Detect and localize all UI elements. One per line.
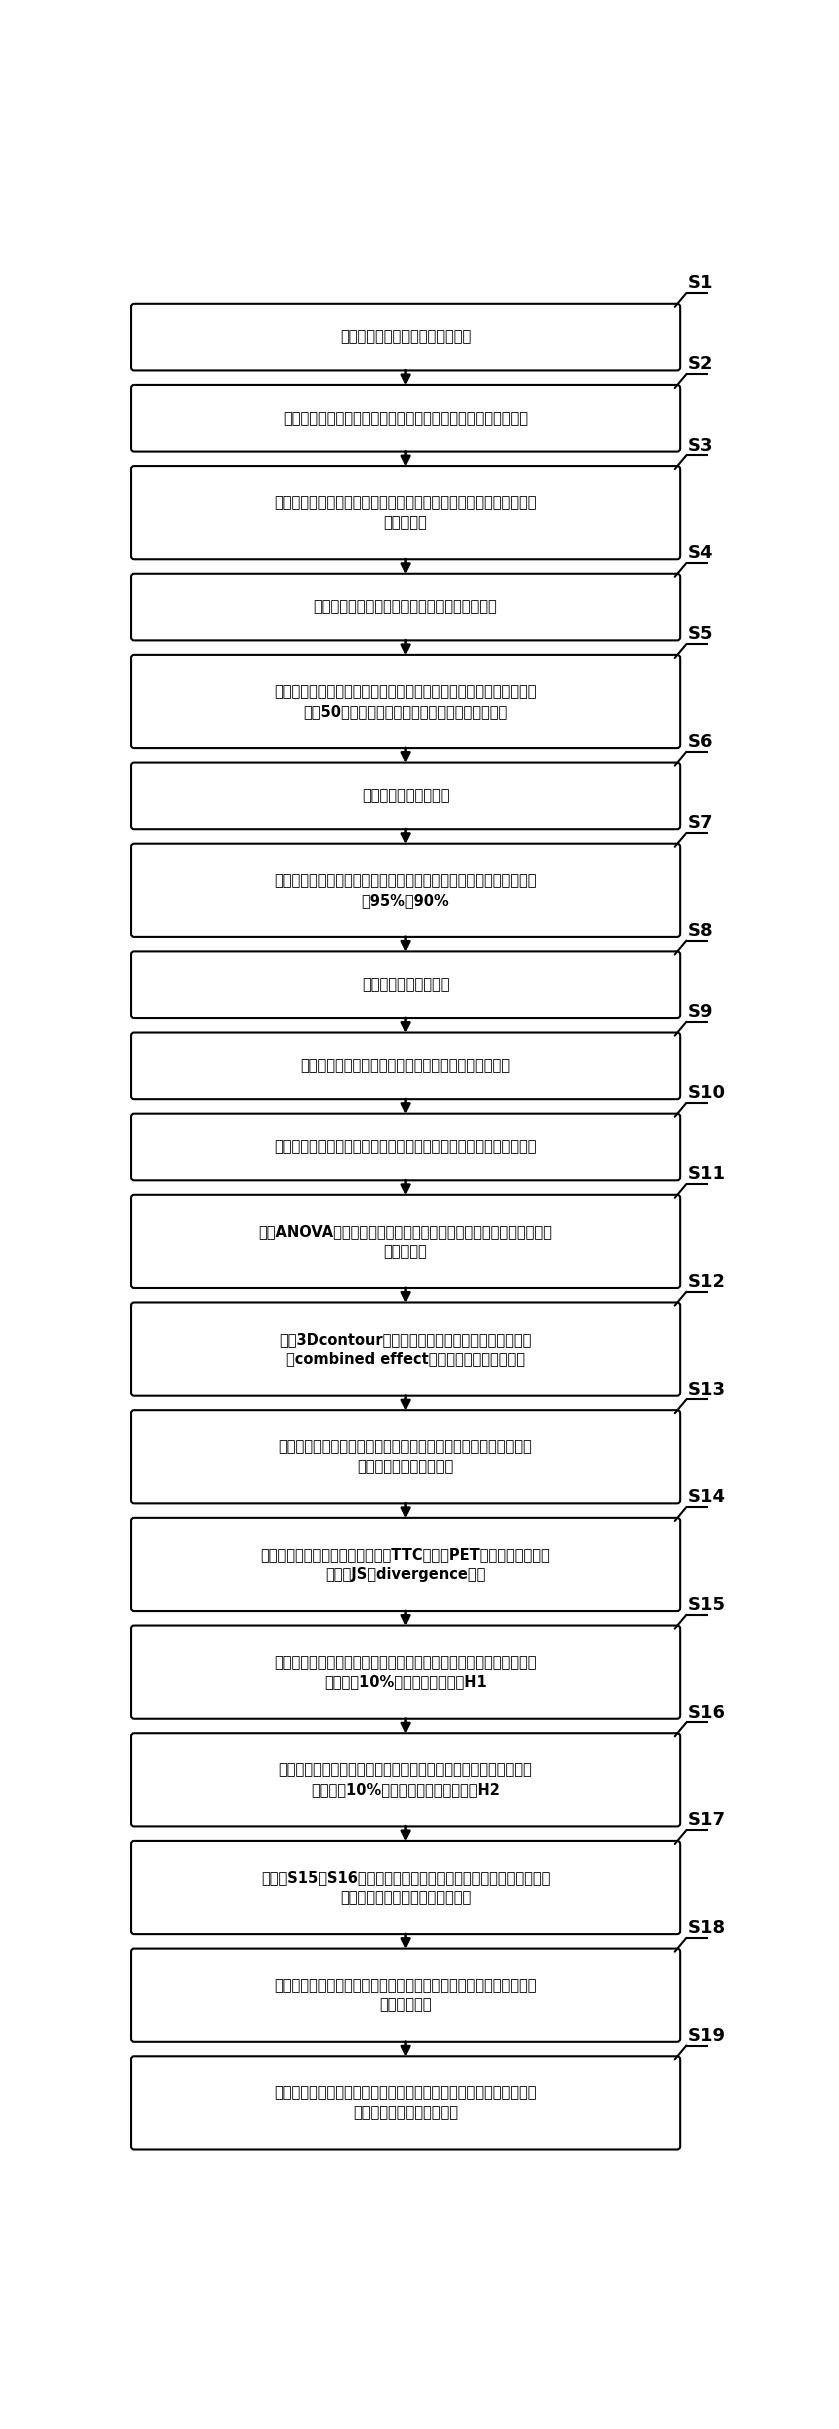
Text: S3: S3 (688, 437, 713, 454)
Text: S15: S15 (688, 1596, 726, 1613)
Text: 对建立的仿真模型的最小所需仿真次数进行估计，首先进行数次仿真
（如50次），提取仿真输出的效率指标和安全指标: 对建立的仿真模型的最小所需仿真次数进行估计，首先进行数次仿真 （如50次），提取… (274, 685, 537, 719)
Text: 针对选择的安全指标，例如冲突的TTC分布或PET分布，选择适应度
函数为JS－divergence距离: 针对选择的安全指标，例如冲突的TTC分布或PET分布，选择适应度 函数为JS－d… (261, 1547, 550, 1581)
Text: 缺省参数的适用性检验: 缺省参数的适用性检验 (362, 976, 450, 991)
FancyBboxPatch shape (131, 656, 680, 748)
Text: S14: S14 (688, 1489, 726, 1506)
FancyBboxPatch shape (131, 1032, 680, 1100)
Text: S7: S7 (688, 814, 713, 833)
FancyBboxPatch shape (131, 2057, 680, 2150)
FancyBboxPatch shape (131, 1734, 680, 1827)
FancyBboxPatch shape (131, 1195, 680, 1287)
Text: 收集交通仿真建模所有必要的数据: 收集交通仿真建模所有必要的数据 (340, 330, 472, 345)
FancyBboxPatch shape (131, 1411, 680, 1504)
FancyBboxPatch shape (131, 1625, 680, 1720)
Text: S18: S18 (688, 1919, 726, 1936)
Text: 计算仿真指标的标准差: 计算仿真指标的标准差 (362, 789, 450, 804)
FancyBboxPatch shape (131, 573, 680, 641)
Text: 采用拉丁超方设计实验方法对模型参数进行进一步标定: 采用拉丁超方设计实验方法对模型参数进行进一步标定 (300, 1059, 511, 1074)
Text: 将实际指标与通过拉丁超方设计实验得到的仿真指标范围域进行对比: 将实际指标与通过拉丁超方设计实验得到的仿真指标范围域进行对比 (274, 1139, 537, 1154)
FancyBboxPatch shape (131, 1302, 680, 1397)
FancyBboxPatch shape (131, 1948, 680, 2043)
Text: 选择合适的交叉口效率指标作为第一轮标定目标以及第二轮标定目标
的约束条件: 选择合适的交叉口效率指标作为第一轮标定目标以及第二轮标定目标 的约束条件 (274, 496, 537, 530)
FancyBboxPatch shape (131, 384, 680, 452)
Text: S17: S17 (688, 1812, 726, 1829)
Text: 将标定后的模型与为标定的模型进行模型输出结果的对比，验证标定
模型的优越性: 将标定后的模型与为标定的模型进行模型输出结果的对比，验证标定 模型的优越性 (274, 1977, 537, 2014)
Text: S8: S8 (688, 923, 713, 940)
Text: 根据收集到的数据，选择适合的交通仿真软件进行交通仿真建模: 根据收集到的数据，选择适合的交通仿真软件进行交通仿真建模 (283, 411, 528, 425)
Text: S4: S4 (688, 544, 713, 561)
Text: 使用ANOVA检验或相关性检验，筛选出显著影响效率指标和安全指标
的仿真参数: 使用ANOVA检验或相关性检验，筛选出显著影响效率指标和安全指标 的仿真参数 (258, 1224, 553, 1258)
FancyBboxPatch shape (131, 466, 680, 559)
FancyBboxPatch shape (131, 952, 680, 1018)
Text: S11: S11 (688, 1166, 726, 1183)
Text: 定义约束条件二：仿真得到的效率指标与实际的效率指标的差异性
不能超过10%，并构建相应的惩罚函数H2: 定义约束条件二：仿真得到的效率指标与实际的效率指标的差异性 不能超过10%，并构… (279, 1763, 533, 1797)
Text: S2: S2 (688, 355, 713, 374)
FancyBboxPatch shape (131, 1112, 680, 1180)
Text: S6: S6 (688, 734, 713, 751)
Text: S1: S1 (688, 274, 713, 291)
Text: S12: S12 (688, 1273, 726, 1290)
Text: 使用3Dcontour图辅助筛选与显著因素在共同显著效应
（combined effect）但本身并不显著的参数: 使用3Dcontour图辅助筛选与显著因素在共同显著效应 （combined e… (279, 1331, 532, 1368)
Text: S19: S19 (688, 2026, 726, 2045)
FancyBboxPatch shape (131, 843, 680, 938)
Text: S9: S9 (688, 1003, 713, 1020)
FancyBboxPatch shape (131, 1841, 680, 1933)
Text: S10: S10 (688, 1083, 726, 1103)
Text: 选择置信区间计算该仿真模型所需的最小仿真次数，一般置信区间可
选95%或90%: 选择置信区间计算该仿真模型所需的最小仿真次数，一般置信区间可 选95%或90% (274, 872, 537, 908)
FancyBboxPatch shape (131, 763, 680, 828)
FancyBboxPatch shape (131, 304, 680, 372)
Text: 定义约束条件一：仿真交通冲突的数量与实际交通冲突数量的差异性
不能超过10%，并构造惩罚函数H1: 定义约束条件一：仿真交通冲突的数量与实际交通冲突数量的差异性 不能超过10%，并… (274, 1654, 537, 1691)
Text: S5: S5 (688, 624, 713, 644)
Text: S13: S13 (688, 1380, 726, 1399)
FancyBboxPatch shape (131, 1518, 680, 1610)
Text: S16: S16 (688, 1703, 726, 1722)
Text: 选择合适的交叉口安全指标作为第二轮标定目标: 选择合适的交叉口安全指标作为第二轮标定目标 (314, 600, 498, 615)
Text: 以步骤S15和S16定义的条件为约束，添加动态惩罚函数，定义优化
目标函数，通过遗传算法进行标定: 以步骤S15和S16定义的条件为约束，添加动态惩罚函数，定义优化 目标函数，通过… (261, 1870, 550, 1904)
Text: 使用全新的验证集，用标定的仿真模型的输出指标与实际指标进行对
比，判断仿真模型的普适性: 使用全新的验证集，用标定的仿真模型的输出指标与实际指标进行对 比，判断仿真模型的… (274, 2087, 537, 2121)
Text: 针对选择的效率指标，选择均方误差作为适应度函数，使用遗传算
法进行参数的第一轮标定: 针对选择的效率指标，选择均方误差作为适应度函数，使用遗传算 法进行参数的第一轮标… (279, 1440, 533, 1474)
